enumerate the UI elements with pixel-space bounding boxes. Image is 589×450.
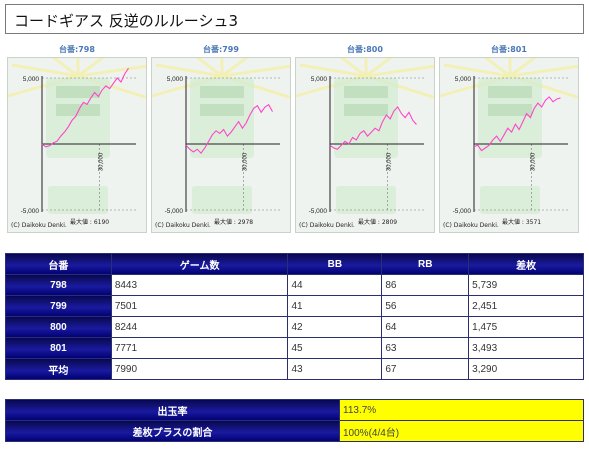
y-tick-label: -5,000 [165,208,184,215]
backdrop-stripe [200,86,244,98]
machine-label[interactable]: 台番:800 [347,45,383,54]
copyright: (C) Daikoku Denki. [155,222,211,229]
summary-label: 出玉率 [5,399,340,421]
graph-panel: 5,000 -5,000 30,000 最大値 : 2809 (C) Daikoku… [295,57,435,233]
table-row: 799 7501 41 56 2,451 [5,295,584,317]
x-tick-label: 30,000 [243,152,249,171]
column-header: BB [287,253,383,275]
summary-label: 差枚プラスの割合 [5,420,340,442]
table-cell: 63 [381,337,470,359]
y-tick-label: 5,000 [23,76,40,83]
copyright: (C) Daikoku Denki. [11,222,67,229]
summary-row: 差枚プラスの割合 100%(4/4台) [5,420,584,442]
summary-row: 出玉率 113.7% [5,399,584,421]
table-cell: 3,290 [468,358,584,380]
machine-graph-798[interactable]: 台番:798 5,000 -5,000 30,000 最大値 : 6190 (C) … [7,44,147,233]
copyright: (C) Daikoku Denki. [443,222,499,229]
machine-data-table: 台番 ゲーム数 BB RB 差枚 798 8443 44 86 5,739 79… [5,253,584,380]
column-header: 差枚 [468,253,584,275]
slump-graph: 5,000 -5,000 30,000 [152,58,290,215]
max-value: 最大値 : 6190 [70,219,110,226]
backdrop-block [192,186,252,214]
table-cell: 7771 [110,337,289,359]
table-row: 800 8244 42 64 1,475 [5,316,584,338]
table-cell: 86 [381,274,470,296]
table-cell: 7990 [110,358,289,380]
x-tick-label: 30,000 [99,152,105,171]
slump-line [329,105,417,150]
backdrop-block [480,186,540,214]
table-cell: 42 [287,316,383,338]
y-tick-label: -5,000 [309,208,328,215]
backdrop-block [48,186,108,214]
table-cell: 2,451 [468,295,584,317]
machine-label[interactable]: 台番:798 [59,45,95,54]
machine-graph-801[interactable]: 台番:801 5,000 -5,000 30,000 最大値 : 3571 (C) … [439,44,579,233]
backdrop-stripe [488,104,532,116]
y-tick-label: -5,000 [21,208,40,215]
backdrop-stripe [344,86,388,98]
page-title-box: コードギアス 反逆のルルーシュ3 [5,4,584,34]
table-cell: 5,739 [468,274,584,296]
table-cell: 41 [287,295,383,317]
slump-line [473,96,561,152]
column-header: 台番 [5,253,112,275]
max-value: 最大値 : 3571 [502,219,542,226]
copyright: (C) Daikoku Denki. [299,222,355,229]
table-cell: 8443 [110,274,289,296]
slump-graph: 5,000 -5,000 30,000 [296,58,434,215]
table-cell: 43 [287,358,383,380]
max-value: 最大値 : 2809 [358,219,398,226]
summary-table: 出玉率 113.7% 差枚プラスの割合 100%(4/4台) [5,399,584,442]
backdrop-stripe [344,104,388,116]
backdrop-block [336,186,396,214]
row-header: 799 [5,295,112,317]
column-header: RB [381,253,470,275]
table-header-row: 台番 ゲーム数 BB RB 差枚 [5,253,584,275]
table-cell: 45 [287,337,383,359]
table-cell: 67 [381,358,470,380]
row-header: 800 [5,316,112,338]
backdrop-stripe [56,86,100,98]
table-row: 798 8443 44 86 5,739 [5,274,584,296]
y-tick-label: -5,000 [453,208,472,215]
column-header: ゲーム数 [110,253,289,275]
machine-graph-800[interactable]: 台番:800 5,000 -5,000 30,000 最大値 : 2809 (C) … [295,44,435,233]
page-title: コードギアス 反逆のルルーシュ3 [14,12,239,30]
machine-label[interactable]: 台番:801 [491,45,527,54]
table-row-average: 平均 7990 43 67 3,290 [5,358,584,380]
table-cell: 3,493 [468,337,584,359]
y-tick-label: 5,000 [167,76,184,83]
graph-panel: 5,000 -5,000 30,000 最大値 : 3571 (C) Daikoku… [439,57,579,233]
row-header: 798 [5,274,112,296]
table-row: 801 7771 45 63 3,493 [5,337,584,359]
machine-graph-799[interactable]: 台番:799 5,000 -5,000 30,000 最大値 : 2978 (C) … [151,44,291,233]
table-cell: 1,475 [468,316,584,338]
table-cell: 8244 [110,316,289,338]
table-cell: 7501 [110,295,289,317]
x-tick-label: 30,000 [531,152,537,171]
machine-label[interactable]: 台番:799 [203,45,239,54]
y-tick-label: 5,000 [455,76,472,83]
slump-line [41,67,129,148]
slump-line [185,103,273,155]
x-tick-label: 30,000 [387,152,393,171]
slump-graph: 5,000 -5,000 30,000 [440,58,578,215]
backdrop-stripe [488,86,532,98]
summary-value: 113.7% [339,399,584,421]
row-header: 801 [5,337,112,359]
slump-graph: 5,000 -5,000 30,000 [8,58,146,215]
graph-panel: 5,000 -5,000 30,000 最大値 : 6190 (C) Daikoku… [7,57,147,233]
y-tick-label: 5,000 [311,76,328,83]
row-header: 平均 [5,358,112,380]
graph-panel: 5,000 -5,000 30,000 最大値 : 2978 (C) Daikoku… [151,57,291,233]
backdrop-stripe [200,104,244,116]
table-cell: 44 [287,274,383,296]
summary-value: 100%(4/4台) [339,420,584,442]
table-cell: 64 [381,316,470,338]
backdrop-stripe [56,104,100,116]
table-cell: 56 [381,295,470,317]
max-value: 最大値 : 2978 [214,219,254,226]
